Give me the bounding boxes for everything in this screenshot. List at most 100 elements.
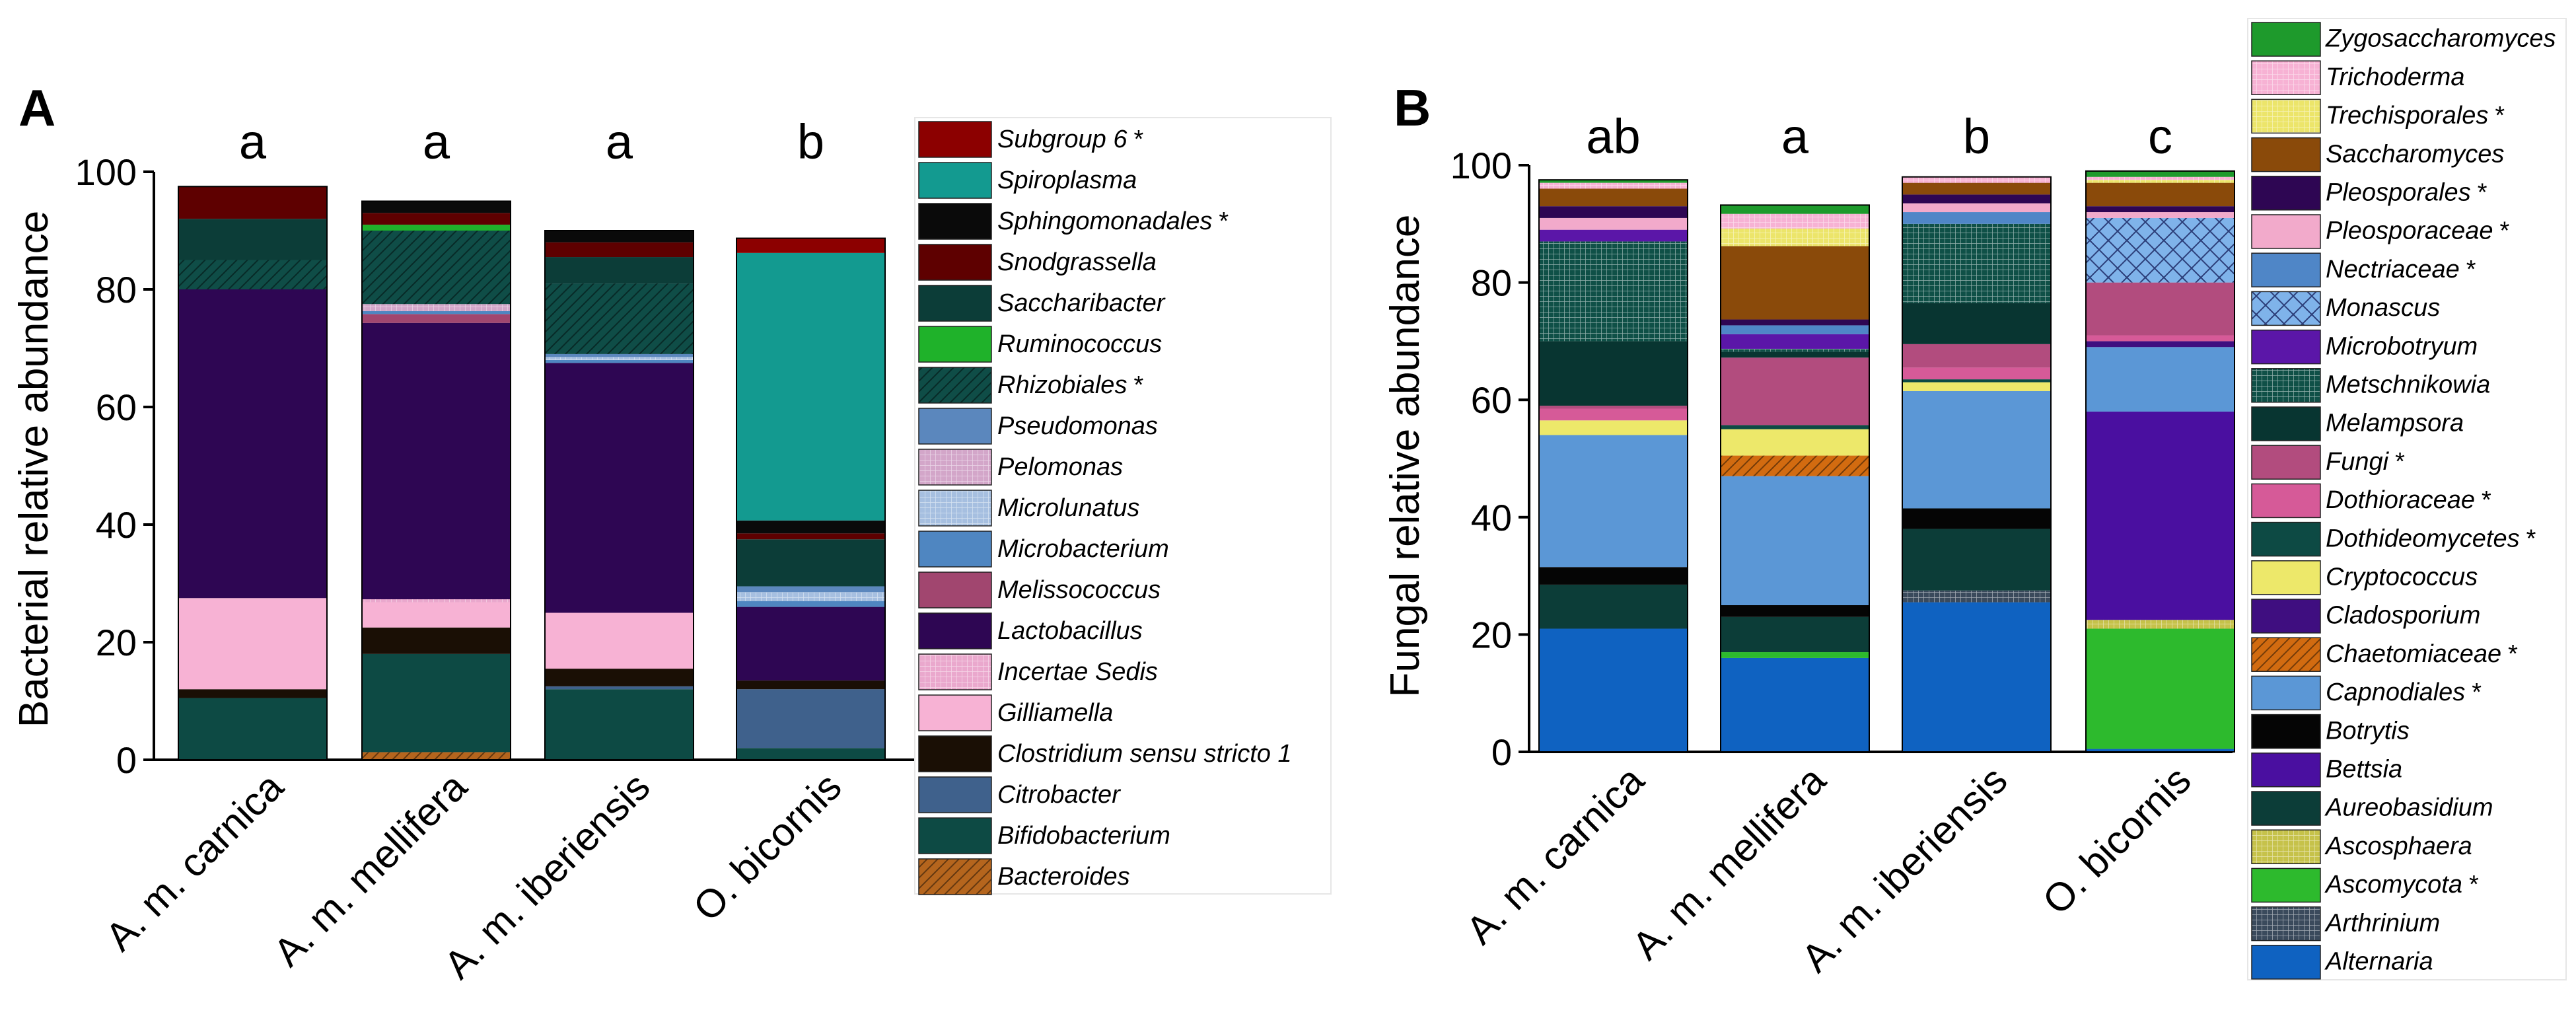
legend-swatch-border bbox=[918, 408, 992, 445]
panel-b-legend: Zygosaccharomyces Trichoderma Trechisporal… bbox=[2247, 18, 2567, 980]
segment-pleosporales bbox=[2086, 206, 2235, 213]
legend-swatch bbox=[2252, 176, 2320, 210]
legend-swatch-border bbox=[2251, 60, 2321, 95]
legend-item-botrytis: Botrytis bbox=[2251, 714, 2410, 749]
segment-pseudomonas bbox=[736, 586, 885, 593]
segment-microbacterium bbox=[362, 311, 511, 314]
legend-item-monascus: Monascus bbox=[2251, 291, 2440, 326]
legend-item-lactobacillus: Lactobacillus bbox=[918, 612, 1143, 649]
legend-swatch bbox=[2252, 830, 2320, 864]
legend-label: Chaetomiaceae bbox=[2326, 640, 2501, 668]
legend-label: Saccharibacter bbox=[997, 289, 1166, 317]
legend-item-melissococcus: Melissococcus bbox=[918, 571, 1161, 608]
segment-melampsora bbox=[1539, 341, 1688, 406]
segment-pleosporales bbox=[1721, 319, 1869, 326]
bar-outline bbox=[1902, 176, 2052, 753]
segment-pleosporaceae bbox=[1539, 217, 1688, 230]
legend-swatch bbox=[919, 449, 991, 485]
segment-aureobasidium bbox=[1902, 529, 2051, 591]
legend-swatch-border bbox=[918, 735, 992, 772]
legend-swatch-border bbox=[2251, 791, 2321, 826]
segment-sphingomonadales bbox=[736, 520, 885, 534]
segment-incertae-sedis bbox=[362, 599, 511, 603]
legend-swatch-border bbox=[918, 162, 992, 199]
segment-saccharomyces bbox=[1902, 182, 2051, 195]
legend-label: Bifidobacterium bbox=[997, 822, 1170, 850]
legend-item-snodgrassella: Snodgrassella bbox=[918, 244, 1157, 281]
segment-microbacterium bbox=[736, 601, 885, 607]
segment-saccharibacter bbox=[178, 219, 327, 260]
legend-swatch-border bbox=[918, 121, 992, 158]
panel-a-bar-a-m-iberiensis bbox=[544, 230, 694, 760]
segment-alternaria bbox=[1539, 628, 1688, 752]
legend-swatch-border bbox=[918, 694, 992, 731]
segment-microlunatus bbox=[736, 592, 885, 601]
segment-sphingomonadales bbox=[362, 201, 511, 213]
legend-label: Alternaria bbox=[2324, 948, 2433, 976]
legend-label: Ruminococcus bbox=[997, 330, 1162, 358]
legend-item-pseudomonas: Pseudomonas bbox=[918, 408, 1158, 445]
legend-swatch bbox=[2252, 291, 2320, 326]
legend-swatch bbox=[919, 244, 991, 280]
panel-a-x-label: O. bicornis bbox=[685, 764, 850, 930]
panel-a-ytick-label: 80 bbox=[96, 269, 137, 311]
legend-swatch bbox=[2252, 714, 2320, 749]
legend-swatch bbox=[919, 859, 991, 895]
significance-star: * bbox=[2466, 256, 2476, 283]
legend-swatch bbox=[919, 777, 991, 813]
segment-fungi bbox=[1539, 406, 1688, 409]
legend-item-metschnikowia: Metschnikowia bbox=[2251, 368, 2490, 403]
segment-pleosporaceae bbox=[2086, 212, 2235, 218]
legend-item-spiroplasma: Spiroplasma bbox=[918, 162, 1137, 199]
legend-swatch-border bbox=[918, 817, 992, 854]
legend-item-fungi: Fungi * bbox=[2251, 445, 2405, 480]
legend-swatch bbox=[2252, 484, 2320, 518]
panel-b-bars bbox=[1538, 170, 2235, 753]
segment-saccharomyces bbox=[1721, 246, 1869, 320]
legend-swatch bbox=[919, 203, 991, 239]
legend-swatch-border bbox=[2251, 753, 2321, 788]
legend-swatch bbox=[2252, 215, 2320, 248]
legend-item-microbotryum: Microbotryum bbox=[2251, 329, 2478, 365]
segment-ascomycota bbox=[2086, 628, 2235, 749]
legend-label: Arthrinium bbox=[2324, 909, 2440, 937]
panel-b-group-letter: a bbox=[1781, 109, 1809, 164]
legend-swatch-border bbox=[2251, 521, 2321, 557]
significance-star: * bbox=[1134, 126, 1144, 153]
legend-label: Zygosaccharomyces bbox=[2325, 25, 2556, 53]
legend-label: Pleosporaceae bbox=[2326, 217, 2493, 245]
legend-swatch-border bbox=[2251, 406, 2321, 441]
panel-b-ytick-label: 100 bbox=[1450, 145, 1512, 186]
legend-swatch-border bbox=[918, 776, 992, 813]
panel-b-group-letter: ab bbox=[1586, 109, 1640, 164]
panel-a-ytick-label: 20 bbox=[96, 622, 137, 663]
legend-label: Melissococcus bbox=[997, 576, 1161, 604]
legend-label: Cryptococcus bbox=[2326, 564, 2478, 591]
segment-metschnikowia bbox=[1902, 223, 2051, 303]
legend-swatch-border bbox=[918, 326, 992, 363]
segment-bettsia bbox=[2086, 411, 2235, 620]
segment-capnodiales bbox=[1539, 435, 1688, 568]
legend-item-clostridium-sensu-stricto-1: Clostridium sensu stricto 1 bbox=[918, 735, 1292, 772]
legend-item-subgroup-6: Subgroup 6 * bbox=[918, 121, 1144, 158]
legend-item-ascosphaera: Ascosphaera bbox=[2251, 829, 2472, 864]
panel-b-ytick-label: 20 bbox=[1471, 614, 1512, 655]
legend-swatch-border bbox=[2251, 637, 2321, 672]
legend-label: Microlunatus bbox=[997, 494, 1139, 522]
significance-star: * bbox=[2526, 525, 2536, 552]
legend-item-incertae-sedis: Incertae Sedis bbox=[918, 653, 1158, 690]
legend-swatch-border bbox=[918, 612, 992, 649]
legend-swatch-border bbox=[918, 367, 992, 404]
segment-alternaria bbox=[2086, 749, 2235, 752]
legend-swatch bbox=[919, 122, 991, 157]
legend-item-trichoderma: Trichoderma bbox=[2251, 60, 2464, 95]
panel-a-group-letter: a bbox=[239, 114, 267, 169]
legend-swatch bbox=[2252, 330, 2320, 364]
legend-swatch bbox=[919, 818, 991, 854]
panel-b-bar-a-m-mellifera bbox=[1720, 204, 1870, 753]
legend-swatch-border bbox=[2251, 714, 2321, 749]
